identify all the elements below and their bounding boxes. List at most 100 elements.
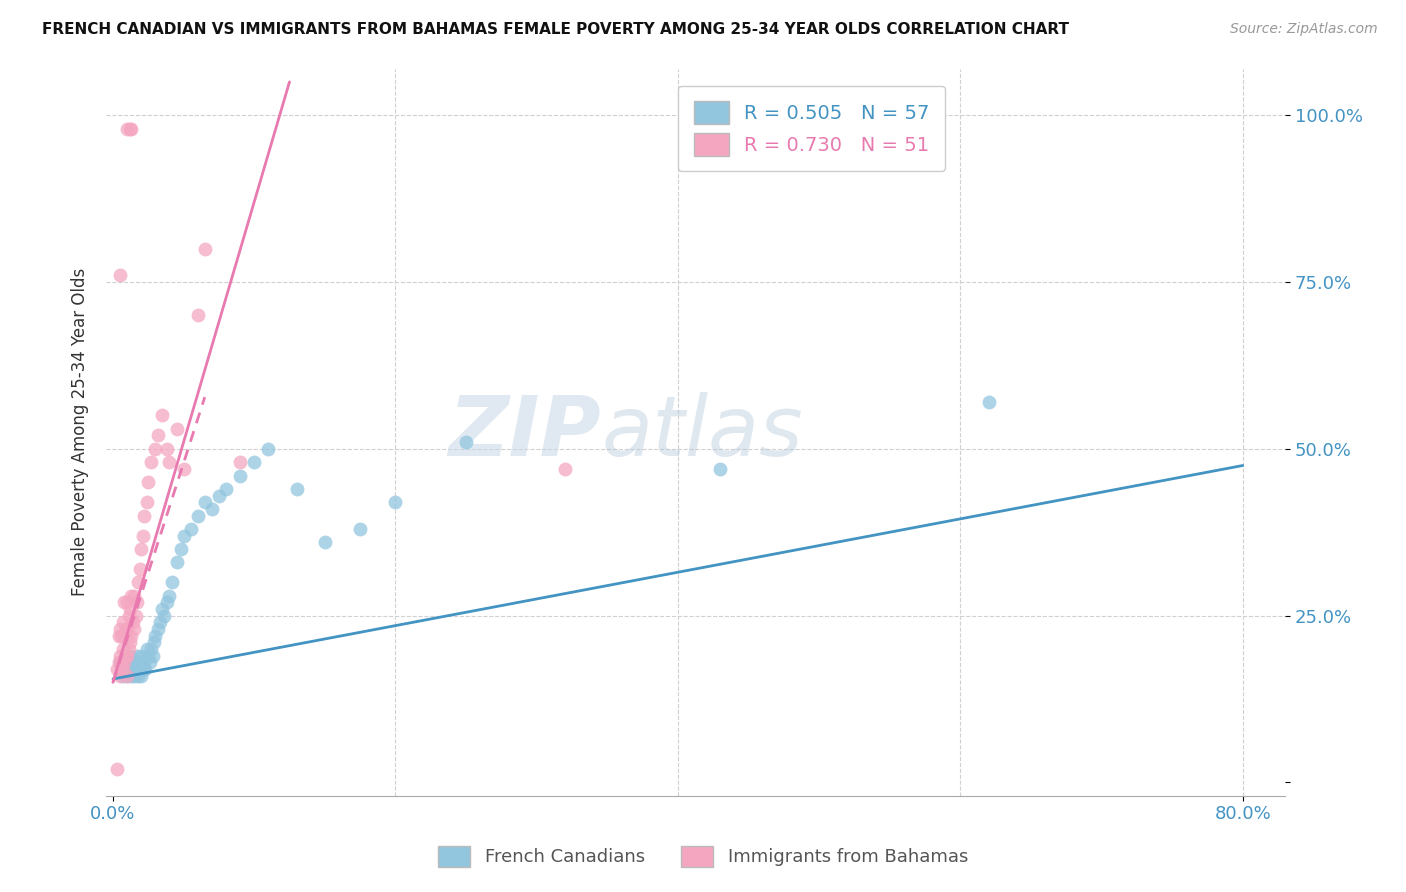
Point [134,662,156,676]
Point [112,629,135,643]
Point [131,662,153,676]
Point [124,662,146,676]
Point [128,662,150,676]
Point [166,555,188,569]
Point [107,656,129,670]
Point [127,656,149,670]
Point [135,495,157,509]
Point [124,608,146,623]
Point [118,635,141,649]
Point [229,468,252,483]
Point [122,656,145,670]
Point [115,668,138,682]
Point [143,442,166,456]
Point [108,656,131,670]
Point [111,642,134,657]
Point [108,268,131,283]
Point [105,662,128,676]
Point [125,595,148,609]
Point [122,589,145,603]
Point [194,242,217,256]
Point [120,629,142,643]
Point [243,455,266,469]
Point [111,668,134,682]
Point [143,629,166,643]
Point [108,622,131,636]
Point [120,668,142,682]
Point [115,121,138,136]
Point [131,528,153,542]
Point [977,395,1000,409]
Point [132,656,155,670]
Point [121,615,143,630]
Point [135,642,157,657]
Point [208,489,231,503]
Point [127,575,149,590]
Point [129,668,152,682]
Point [173,462,195,476]
Point [132,508,155,523]
Point [709,462,731,476]
Point [118,662,141,676]
Point [118,602,141,616]
Point [120,589,142,603]
Point [384,495,406,509]
Point [314,535,336,549]
Point [127,668,149,682]
Point [170,541,193,556]
Point [146,428,169,442]
Point [139,455,162,469]
Point [159,589,181,603]
Point [138,656,160,670]
Point [108,668,131,682]
Point [114,648,136,663]
Point [118,648,141,663]
Point [112,595,135,609]
Text: FRENCH CANADIAN VS IMMIGRANTS FROM BAHAMAS FEMALE POVERTY AMONG 25-34 YEAR OLDS : FRENCH CANADIAN VS IMMIGRANTS FROM BAHAM… [42,22,1069,37]
Point [111,615,134,630]
Point [187,309,209,323]
Text: atlas: atlas [602,392,803,473]
Point [146,622,169,636]
Point [153,608,176,623]
Point [285,482,308,496]
Point [180,522,202,536]
Point [152,409,174,423]
Point [129,648,152,663]
Point [115,668,138,682]
Point [201,501,224,516]
Point [156,442,179,456]
Point [349,522,371,536]
Point [554,462,576,476]
Point [117,642,139,657]
Point [141,648,163,663]
Point [187,508,209,523]
Point [125,648,148,663]
Text: Source: ZipAtlas.com: Source: ZipAtlas.com [1230,22,1378,37]
Point [120,121,142,136]
Point [215,482,238,496]
Point [114,622,136,636]
Point [122,622,145,636]
Point [194,495,217,509]
Point [173,528,195,542]
Point [257,442,280,456]
Y-axis label: Female Poverty Among 25-34 Year Olds: Female Poverty Among 25-34 Year Olds [72,268,89,596]
Point [117,608,139,623]
Point [107,629,129,643]
Point [121,662,143,676]
Point [108,648,131,663]
Point [110,629,132,643]
Point [105,762,128,776]
Point [114,662,136,676]
Point [128,562,150,576]
Point [148,615,170,630]
Point [115,595,138,609]
Point [166,422,188,436]
Legend: French Canadians, Immigrants from Bahamas: French Canadians, Immigrants from Bahama… [430,838,976,874]
Point [118,121,141,136]
Point [229,455,252,469]
Point [152,602,174,616]
Point [129,541,152,556]
Point [115,648,138,663]
